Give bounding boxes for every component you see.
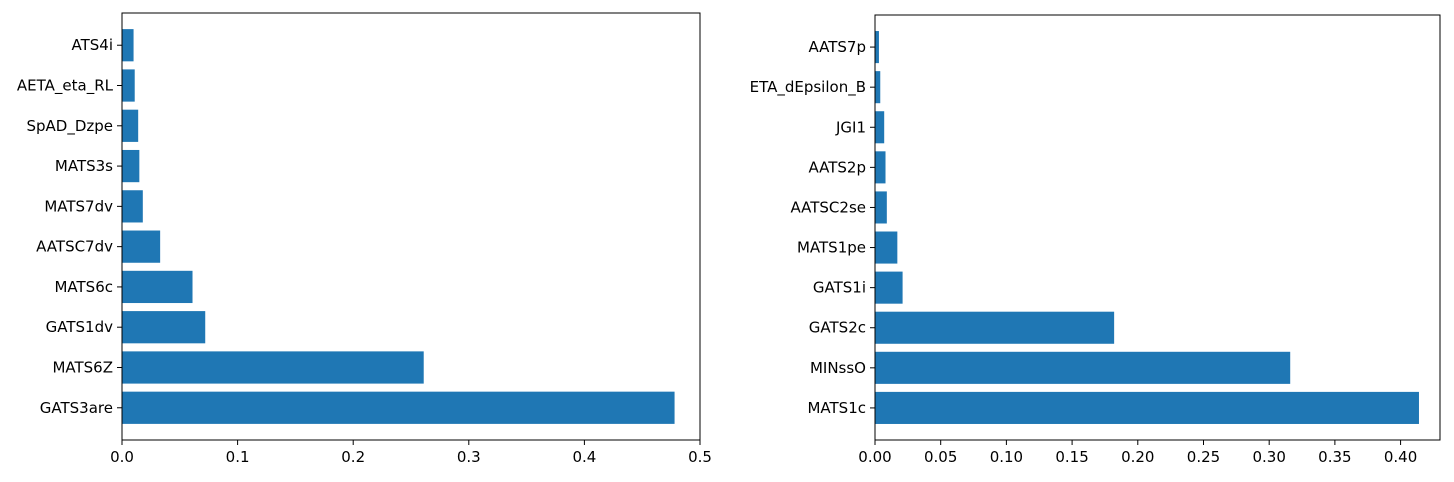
bar-aats2p (875, 151, 886, 184)
bar-gats3are (122, 391, 675, 424)
y-tick-label: MATS6Z (52, 358, 113, 376)
bar-mats1pe (875, 231, 898, 264)
bar-eta-depsilon-b (875, 71, 881, 104)
y-tick-label: MATS3s (55, 157, 113, 175)
bar-mats1c (875, 391, 1419, 424)
y-tick-label: ATS4i (72, 36, 114, 54)
axes-frame (121, 12, 701, 441)
y-tick-label: AATSC7dv (36, 238, 113, 256)
x-tick-label: 0.30 (1252, 448, 1285, 466)
bar-mats6c (122, 270, 193, 304)
bar-gats2c (875, 311, 1115, 344)
axes-frame (874, 14, 1441, 441)
bar-mats3s (122, 149, 140, 183)
bar-mats7dv (122, 190, 143, 223)
x-tick-label: 0.5 (688, 448, 712, 466)
bar-minsso (875, 351, 1291, 384)
y-tick-label: MATS7dv (44, 197, 113, 215)
x-tick-label: 0.35 (1318, 448, 1351, 466)
y-tick-label: MATS1c (807, 399, 866, 417)
x-tick-label: 0.1 (226, 448, 250, 466)
x-tick-label: 0.00 (858, 448, 891, 466)
x-tick-label: 0.0 (110, 448, 134, 466)
y-tick-label: GATS2c (809, 319, 866, 337)
left-bar-chart: GATS3are MATS6Z GATS1dv MATS6c AATSC7dv MATS7… (17, 12, 712, 466)
y-tick-label: AATS7p (808, 38, 866, 56)
y-tick-label: AATS2p (808, 158, 866, 176)
x-tick-label: 0.25 (1187, 448, 1220, 466)
y-tick-label: AETA_eta_RL (17, 77, 114, 96)
bar-aeta-eta-rl (122, 69, 135, 102)
y-tick-label: AATSC2se (790, 198, 866, 216)
y-tick-label: ETA_dEpsilon_B (750, 78, 866, 97)
y-tick-label: JGI1 (835, 118, 866, 136)
x-tick-label: 0.4 (572, 448, 596, 466)
x-tick-label: 0.40 (1384, 448, 1417, 466)
bar-gats1i (875, 271, 903, 304)
x-tick-label: 0.10 (990, 448, 1023, 466)
x-tick-label: 0.3 (457, 448, 481, 466)
y-tick-label: GATS1i (813, 279, 866, 297)
y-tick-label: MATS6c (54, 278, 113, 296)
bar-jgi1 (875, 111, 885, 144)
bar-gats1dv (122, 311, 206, 344)
x-tick-label: 0.05 (924, 448, 957, 466)
x-tick-label: 0.2 (341, 448, 365, 466)
bar-mats6z (122, 351, 424, 384)
bar-aats7p (875, 31, 879, 64)
y-tick-label: GATS3are (40, 399, 113, 417)
x-tick-label: 0.20 (1121, 448, 1154, 466)
y-tick-label: SpAD_Dzpe (26, 117, 113, 136)
y-tick-label: MINssO (810, 359, 866, 377)
y-tick-label: GATS1dv (46, 318, 113, 336)
bar-ats4i (122, 29, 134, 62)
bar-spad-dzpe (122, 109, 139, 142)
bar-aatsc2se (875, 191, 887, 224)
bar-aatsc7dv (122, 230, 161, 263)
right-bar-chart: MATS1c MINssO GATS2c GATS1i MATS1pe AATSC2se A… (750, 14, 1441, 466)
x-tick-label: 0.15 (1055, 448, 1088, 466)
y-tick-label: MATS1pe (797, 239, 866, 257)
